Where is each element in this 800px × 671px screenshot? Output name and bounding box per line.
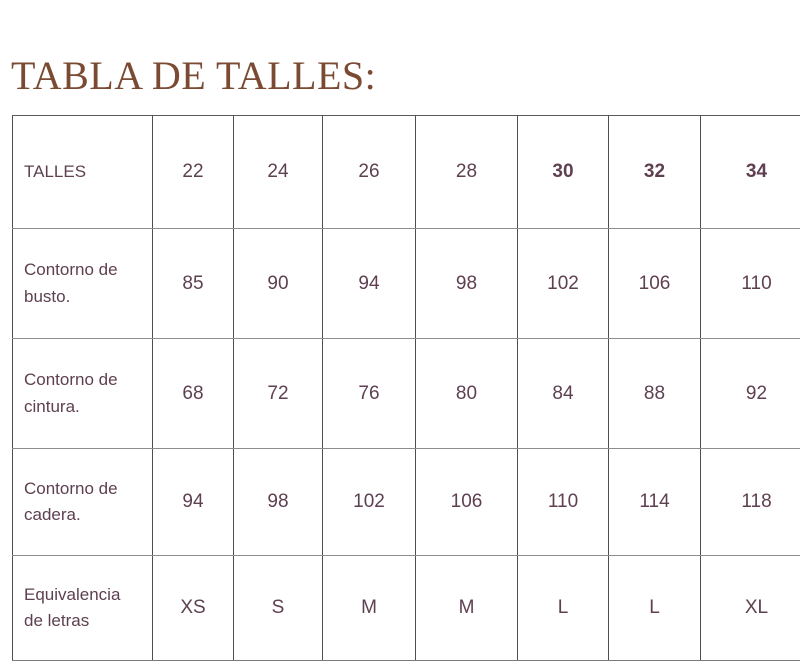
value-cell: S	[233, 555, 323, 661]
value-cell: 110	[700, 228, 800, 339]
value-cell: 68	[152, 338, 234, 449]
value-cell: 90	[233, 228, 323, 339]
value-cell: M	[322, 555, 416, 661]
row-label-cell: Equivalencia de letras	[12, 555, 153, 661]
value-cell: XL	[700, 555, 800, 661]
value-cell: 72	[233, 338, 323, 449]
table-row-contorno-busto: Contorno de busto. 85 90 94 98 102 106 1…	[12, 228, 800, 339]
value-cell: L	[608, 555, 701, 661]
table-row-contorno-cintura: Contorno de cintura. 68 72 76 80 84 88 9…	[12, 338, 800, 449]
row-label-cell: Contorno de cintura.	[12, 338, 153, 449]
value-cell: 118	[700, 448, 800, 556]
value-cell: 80	[415, 338, 518, 449]
value-cell: 76	[322, 338, 416, 449]
table-row-equivalencia-letras: Equivalencia de letras XS S M M L L XL	[12, 555, 800, 661]
value-cell: 102	[322, 448, 416, 556]
table-row-talles: TALLES 22 24 26 28 30 32 34	[12, 115, 800, 229]
value-cell: L	[517, 555, 609, 661]
value-cell: 98	[415, 228, 518, 339]
value-cell: 102	[517, 228, 609, 339]
row-label-cell: Contorno de busto.	[12, 228, 153, 339]
value-cell: 22	[152, 115, 234, 229]
value-cell: 92	[700, 338, 800, 449]
value-cell: 94	[322, 228, 416, 339]
row-label-cell: TALLES	[12, 115, 153, 229]
value-cell: 32	[608, 115, 701, 229]
value-cell: 24	[233, 115, 323, 229]
size-table: TALLES 22 24 26 28 30 32 34 Contorno de …	[12, 115, 800, 661]
value-cell: 94	[152, 448, 234, 556]
value-cell: 106	[608, 228, 701, 339]
value-cell: M	[415, 555, 518, 661]
value-cell: 88	[608, 338, 701, 449]
value-cell: 28	[415, 115, 518, 229]
row-label-cell: Contorno de cadera.	[12, 448, 153, 556]
value-cell: 30	[517, 115, 609, 229]
page-title: TABLA DE TALLES:	[11, 53, 377, 98]
value-cell: 106	[415, 448, 518, 556]
value-cell: 34	[700, 115, 800, 229]
value-cell: 110	[517, 448, 609, 556]
table-row-contorno-cadera: Contorno de cadera. 94 98 102 106 110 11…	[12, 448, 800, 556]
value-cell: 26	[322, 115, 416, 229]
value-cell: XS	[152, 555, 234, 661]
value-cell: 85	[152, 228, 234, 339]
value-cell: 114	[608, 448, 701, 556]
value-cell: 98	[233, 448, 323, 556]
value-cell: 84	[517, 338, 609, 449]
